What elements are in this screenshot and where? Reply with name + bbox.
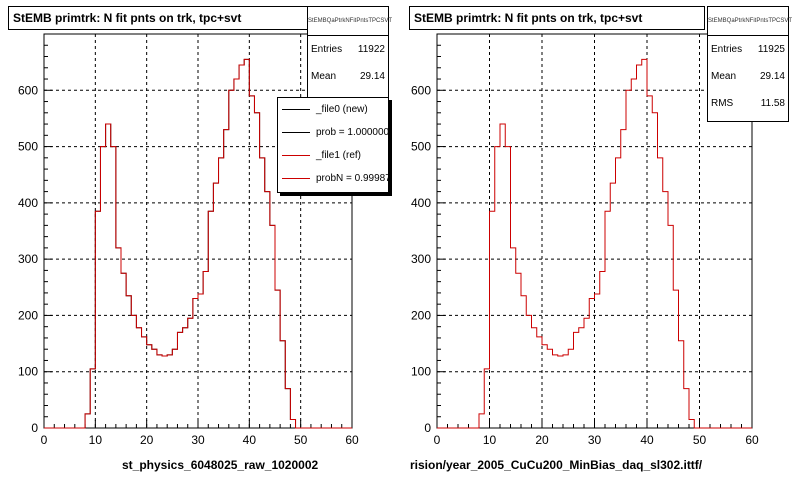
right-y-tick-label: 0: [424, 421, 431, 435]
right-entries-label: Entries: [711, 44, 743, 55]
left-y-tick-label: 0: [31, 421, 38, 435]
left-x-tick-label: 10: [89, 433, 103, 447]
right-y-tick-label: 300: [411, 252, 431, 266]
left-mean-value: 29.14: [359, 71, 385, 82]
left-x-tick-label: 20: [140, 433, 154, 447]
right-x-axis-label: rision/year_2005_CuCu200_MinBias_daq_sl3…: [410, 458, 703, 472]
left-stats-box: StEMBQaPtrkNFitPntsTPCSVT Entries 11922 …: [307, 6, 392, 102]
legend-entry-probn: probN = 0.999875: [278, 167, 388, 190]
right-y-tick-label: 200: [411, 308, 431, 322]
right-x-tick-label: 20: [535, 433, 549, 447]
right-y-tick-label: 500: [411, 140, 431, 154]
left-x-tick-label: 60: [345, 433, 359, 447]
legend-label-file0: _file0 (new): [316, 104, 368, 115]
right-title-text: StEMB primtrk: N fit pnts on trk, tpc+sv…: [414, 11, 643, 25]
right-x-tick-label: 60: [745, 433, 759, 447]
left-stats-name: StEMBQaPtrkNFitPntsTPCSVT: [308, 7, 392, 36]
left-histogram-series--file1-ref-: [44, 58, 352, 429]
left-title-text: StEMB primtrk: N fit pnts on trk, tpc+sv…: [13, 11, 242, 25]
legend-label-probn: probN = 0.999875: [316, 173, 389, 184]
legend-line-probn: [282, 178, 310, 179]
left-legend: _file0 (new) prob = 1.000000 _file1 (ref…: [277, 97, 389, 193]
left-y-tick-label: 300: [18, 252, 38, 266]
legend-line-file0: [282, 109, 310, 110]
right-x-tick-label: 10: [483, 433, 497, 447]
left-histogram-title: StEMB primtrk: N fit pnts on trk, tpc+sv…: [8, 6, 310, 30]
left-y-tick-label: 200: [18, 308, 38, 322]
left-y-tick-label: 400: [18, 196, 38, 210]
right-stats-entries-row: Entries 11925: [708, 36, 788, 63]
left-entries-label: Entries: [311, 44, 343, 55]
right-stats-mean-row: Mean 29.14: [708, 63, 788, 90]
right-mean-label: Mean: [711, 71, 737, 82]
left-y-tick-label: 500: [18, 140, 38, 154]
right-mean-value: 29.14: [759, 71, 785, 82]
left-x-tick-label: 30: [191, 433, 205, 447]
right-y-tick-label: 600: [411, 83, 431, 97]
right-x-tick-label: 0: [434, 433, 441, 447]
left-stats-entries-row: Entries 11922: [308, 36, 388, 63]
left-x-tick-label: 50: [294, 433, 308, 447]
legend-entry-prob: prob = 1.000000: [278, 121, 388, 144]
left-y-tick-label: 100: [18, 365, 38, 379]
legend-line-file1: [282, 155, 310, 156]
left-x-tick-label: 0: [41, 433, 48, 447]
right-histogram-title: StEMB primtrk: N fit pnts on trk, tpc+sv…: [409, 6, 705, 30]
left-mean-label: Mean: [311, 71, 337, 82]
legend-label-file1: _file1 (ref): [316, 150, 362, 161]
left-stats-mean-row: Mean 29.14: [308, 63, 388, 90]
left-y-tick-label: 600: [18, 83, 38, 97]
right-histogram-series-ref: [437, 58, 752, 429]
right-rms-label: RMS: [711, 98, 734, 109]
right-x-tick-label: 30: [588, 433, 602, 447]
left-x-tick-label: 40: [243, 433, 257, 447]
legend-entry-file0: _file0 (new): [278, 98, 388, 121]
legend-entry-file1: _file1 (ref): [278, 144, 388, 167]
left-entries-value: 11922: [357, 44, 385, 55]
right-stats-rms-row: RMS 11.58: [708, 90, 788, 117]
left-x-axis-label: st_physics_6048025_raw_1020002: [122, 458, 319, 472]
right-entries-value: 11925: [757, 44, 785, 55]
right-rms-value: 11.58: [760, 98, 785, 109]
right-stats-box: StEMBQaPtrkNFitPntsTPCSVT Entries 11925 …: [707, 6, 792, 122]
right-x-tick-label: 40: [640, 433, 654, 447]
legend-label-prob: prob = 1.000000: [316, 127, 389, 138]
right-stats-name: StEMBQaPtrkNFitPntsTPCSVT: [708, 7, 792, 36]
right-y-tick-label: 400: [411, 196, 431, 210]
legend-line-prob: [282, 132, 310, 133]
right-y-tick-label: 100: [411, 365, 431, 379]
right-x-tick-label: 50: [693, 433, 707, 447]
